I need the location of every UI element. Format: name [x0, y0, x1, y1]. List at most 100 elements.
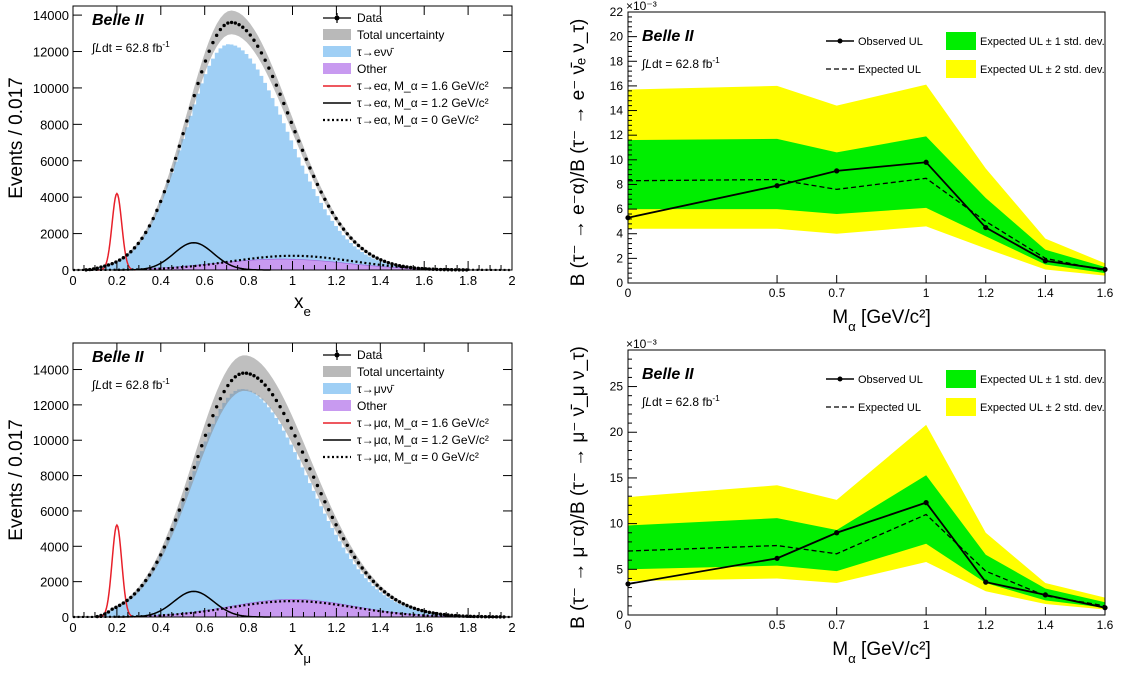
y-tick-label: 12000: [33, 45, 69, 60]
observed-ul-point: [834, 530, 840, 536]
data-point: [405, 265, 409, 269]
data-point: [353, 240, 357, 244]
x-tick-label: 0.8: [240, 273, 258, 288]
x-tick-label: 0: [69, 273, 76, 288]
data-point: [319, 492, 323, 496]
observed-ul-point: [923, 500, 929, 506]
y-tick-label: 6: [616, 202, 623, 216]
data-point: [278, 405, 282, 409]
data-point: [181, 498, 185, 502]
data-point: [285, 111, 290, 115]
x-tick-label: 1.6: [415, 620, 433, 635]
data-point: [177, 144, 182, 148]
data-point: [401, 602, 405, 606]
data-point: [241, 25, 245, 29]
y-tick-label: 2: [616, 251, 623, 265]
data-point: [315, 483, 320, 488]
data-point: [173, 156, 178, 161]
data-point: [420, 266, 424, 271]
data-point: [218, 397, 223, 401]
y-tick-label: 8: [616, 177, 623, 191]
data-point: [297, 139, 301, 143]
data-point: [345, 543, 349, 548]
data-point: [442, 612, 446, 617]
data-point: [129, 250, 133, 254]
signal-curve-1-6: [97, 192, 136, 271]
data-point: [453, 613, 458, 618]
y-axis-label: Events / 0.017: [6, 77, 27, 198]
data-point: [420, 608, 424, 613]
x-tick-label: 0.5: [769, 286, 786, 300]
y-tick-label: 14000: [33, 363, 69, 378]
data-point: [170, 168, 174, 172]
data-point: [229, 378, 234, 383]
legend-marker-background: [323, 46, 351, 57]
x-tick-label: 0: [625, 286, 632, 300]
data-point: [207, 423, 211, 427]
y-tick-label: 15: [610, 471, 624, 485]
data-point: [203, 59, 208, 63]
data-point: [416, 607, 420, 612]
data-point: [435, 611, 439, 616]
data-point: [311, 475, 316, 479]
data-point: [356, 561, 361, 565]
upper-limit-panel-3: 0 0.5 0.7 1 1.2 1.4 1.6 0 5 10 15 20 25 ×10⁻³ Mα [GeV/…: [568, 337, 1114, 666]
data-point: [252, 374, 256, 378]
data-point: [364, 249, 368, 254]
data-point: [99, 613, 103, 618]
x-tick-label: 1.4: [1037, 618, 1054, 632]
data-point: [349, 549, 353, 554]
data-point: [338, 530, 342, 534]
data-point: [166, 179, 170, 183]
scale-label: ×10⁻³: [626, 337, 657, 351]
data-point: [117, 258, 122, 262]
data-point: [203, 433, 208, 437]
data-point: [252, 38, 256, 42]
data-point: [382, 259, 387, 264]
band-1-sigma: [628, 136, 1105, 274]
luminosity-label: ∫Ldt = 62.8 fb-1: [91, 376, 170, 392]
data-point: [233, 21, 238, 25]
data-point: [233, 375, 238, 379]
legend-label: Observed UL: [858, 36, 923, 48]
x-axis-label: xμ: [294, 639, 311, 666]
legend: Observed UL Expected UL Expected UL ± 1 st…: [826, 32, 1105, 78]
data-point: [136, 241, 140, 246]
y-tick-label: 14: [610, 104, 624, 118]
y-tick-label: 0: [62, 610, 69, 625]
y-tick-label: 10: [610, 517, 624, 531]
legend-label: τ→μα, M_α = 1.6 GeV/c²: [357, 416, 489, 430]
data-point: [319, 190, 323, 194]
data-point: [394, 598, 398, 602]
y-tick-label: 18: [610, 54, 624, 68]
experiment-label: Belle II: [642, 366, 694, 383]
legend-label: Other: [357, 62, 387, 76]
data-point: [158, 199, 163, 204]
luminosity-label: ∫Ldt = 62.8 fb-1: [91, 39, 170, 55]
legend-marker-background: [323, 383, 351, 394]
data-point: [170, 527, 174, 532]
data-point: [121, 601, 126, 605]
legend-marker-data-dot: [334, 352, 340, 358]
data-point: [144, 230, 148, 235]
data-point: [155, 208, 159, 213]
x-tick-label: 0.6: [196, 273, 214, 288]
plot-frame: [627, 349, 1106, 616]
data-point: [270, 393, 275, 397]
observed-ul-point: [923, 159, 929, 165]
legend-marker-data-dot: [334, 15, 340, 21]
y-axis-label: B (τ⁻ → μ⁻α)/B (τ⁻ → μ⁻ ν̄_μ ν_τ): [568, 346, 589, 629]
legend-label: Expected UL: [858, 64, 921, 76]
data-point: [211, 413, 215, 418]
observed-ul-point: [774, 183, 780, 189]
data-point: [248, 372, 252, 376]
data-point: [248, 33, 252, 37]
y-tick-label: 6000: [40, 504, 69, 519]
x-tick-label: 1.2: [327, 620, 345, 635]
data-point: [304, 157, 308, 161]
data-point: [300, 450, 305, 454]
data-point: [162, 545, 167, 549]
data-point: [144, 578, 148, 583]
legend-label: Total uncertainty: [357, 365, 444, 379]
